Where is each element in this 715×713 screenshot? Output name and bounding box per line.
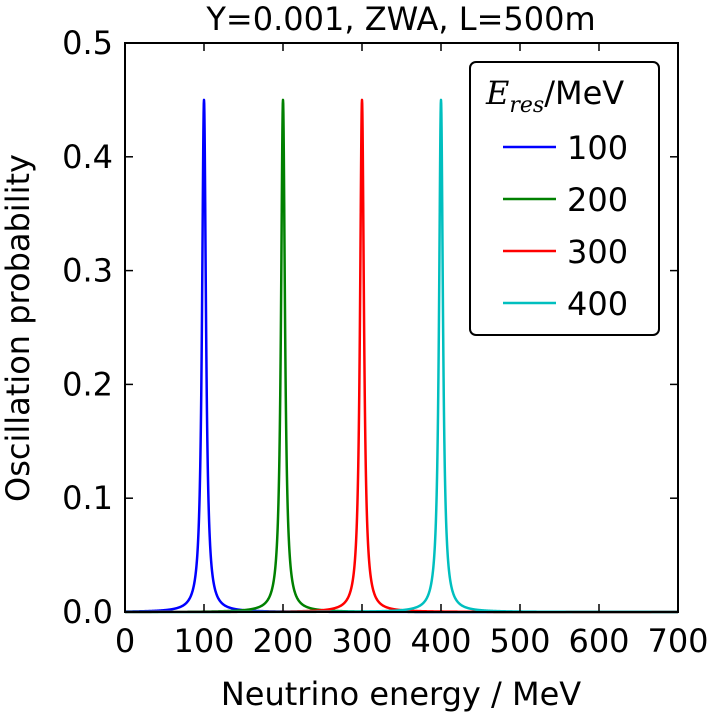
- x-tick-label: 100: [173, 622, 234, 660]
- y-tick-label: 0.5: [62, 24, 113, 62]
- plot-area: 0 100 200 300 400 500 600 700 0.0 0.1 0.2 0.3 0.4 0.5…: [62, 24, 708, 660]
- y-tick-label: 0.0: [62, 593, 113, 631]
- y-axis-label: Oscillation probability: [0, 154, 37, 502]
- legend-box: [469, 61, 660, 336]
- y-tick-label: 0.2: [62, 365, 113, 403]
- axes-frame: [124, 42, 679, 613]
- y-tick-label: 0.3: [62, 252, 113, 290]
- chart-title: Y=0.001, ZWA, L=500m: [205, 0, 595, 38]
- legend-label-200: 200: [567, 181, 628, 219]
- legend: Eres/MeV 100 200 300 400: [469, 61, 660, 336]
- legend-title: Eres/MeV: [485, 74, 624, 118]
- y-tick-label: 0.1: [62, 479, 113, 517]
- legend-label-100: 100: [567, 129, 628, 167]
- y-tick-label: 0.4: [62, 138, 113, 176]
- legend-label-300: 300: [567, 233, 628, 271]
- x-tick-label: 600: [568, 622, 629, 660]
- x-tick-label: 500: [489, 622, 550, 660]
- x-tick-label: 200: [252, 622, 313, 660]
- x-axis-label: Neutrino energy / MeV: [221, 675, 581, 713]
- x-tick-label: 300: [331, 622, 392, 660]
- x-tick-label: 0: [115, 622, 135, 660]
- x-tick-label: 400: [410, 622, 471, 660]
- legend-label-400: 400: [567, 285, 628, 323]
- x-tick-label: 700: [647, 622, 708, 660]
